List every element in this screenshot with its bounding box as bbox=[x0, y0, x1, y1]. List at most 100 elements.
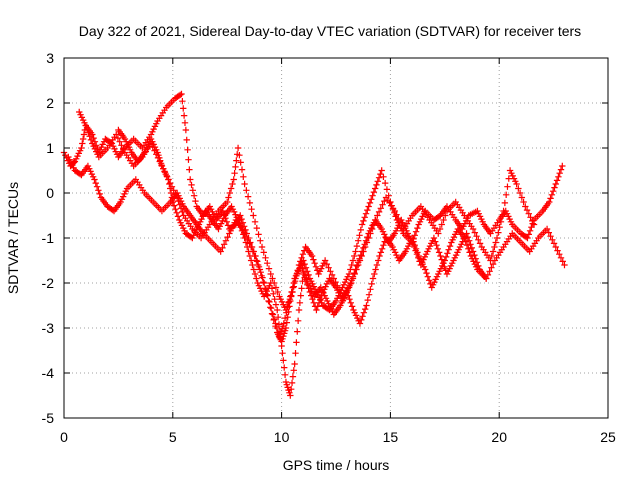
data-point bbox=[271, 296, 278, 303]
data-point bbox=[363, 302, 370, 309]
y-tick-label: 0 bbox=[46, 185, 54, 201]
data-point bbox=[442, 253, 450, 261]
data-point bbox=[352, 248, 359, 255]
data-point bbox=[304, 268, 311, 275]
data-point bbox=[251, 270, 259, 278]
data-point bbox=[440, 216, 447, 224]
data-point bbox=[268, 285, 276, 292]
data-point bbox=[430, 234, 438, 242]
data-point bbox=[304, 281, 311, 288]
data-point bbox=[438, 256, 445, 263]
data-point bbox=[282, 306, 290, 314]
y-tick-label: 1 bbox=[46, 140, 54, 156]
data-point bbox=[276, 328, 284, 335]
data-point bbox=[246, 199, 254, 207]
data-point bbox=[240, 173, 247, 180]
x-axis-label: GPS time / hours bbox=[283, 457, 390, 473]
data-point bbox=[217, 248, 224, 255]
data-point bbox=[165, 176, 172, 183]
data-point bbox=[113, 131, 120, 138]
data-point bbox=[376, 252, 383, 260]
data-point bbox=[365, 203, 372, 210]
data-point bbox=[357, 251, 365, 259]
data-point bbox=[504, 183, 511, 190]
data-point bbox=[549, 188, 557, 195]
data-point bbox=[523, 206, 531, 214]
data-point bbox=[178, 90, 185, 98]
data-point bbox=[302, 278, 310, 285]
y-tick-label: -4 bbox=[42, 365, 55, 381]
data-point bbox=[87, 136, 95, 144]
data-point bbox=[362, 237, 370, 244]
data-point bbox=[364, 233, 371, 241]
data-point bbox=[289, 288, 296, 296]
data-point bbox=[552, 180, 559, 188]
data-point bbox=[290, 367, 297, 374]
data-point bbox=[357, 226, 365, 234]
data-point bbox=[488, 252, 496, 260]
data-point bbox=[175, 197, 182, 205]
data-point bbox=[368, 196, 375, 203]
data-point bbox=[393, 211, 400, 218]
data-point bbox=[371, 185, 379, 192]
data-point bbox=[435, 230, 442, 237]
series-track-1 bbox=[60, 90, 566, 341]
data-point bbox=[556, 170, 563, 177]
data-point bbox=[383, 186, 391, 193]
data-point bbox=[234, 216, 242, 224]
data-point bbox=[254, 261, 262, 269]
data-point bbox=[377, 249, 385, 256]
data-point bbox=[367, 286, 374, 293]
data-point bbox=[267, 305, 275, 312]
data-point bbox=[226, 189, 234, 197]
data-point bbox=[256, 266, 264, 273]
data-point bbox=[238, 166, 246, 173]
data-point bbox=[361, 305, 369, 313]
data-point bbox=[525, 231, 532, 238]
data-point bbox=[351, 269, 358, 277]
data-point bbox=[247, 257, 255, 264]
y-tick-label: -3 bbox=[42, 320, 55, 336]
plot-frame bbox=[63, 57, 609, 419]
data-point bbox=[287, 386, 295, 393]
data-point bbox=[381, 197, 388, 205]
data-point bbox=[284, 303, 291, 310]
data-point bbox=[265, 265, 273, 272]
data-point bbox=[229, 180, 236, 188]
data-point bbox=[281, 364, 288, 371]
data-point bbox=[173, 209, 180, 216]
data-point bbox=[525, 210, 532, 217]
data-point bbox=[174, 213, 182, 220]
data-point bbox=[424, 273, 432, 280]
data-point bbox=[467, 241, 474, 248]
data-point bbox=[361, 214, 368, 221]
data-marks bbox=[60, 90, 568, 399]
data-point bbox=[86, 133, 93, 140]
data-point bbox=[234, 144, 242, 152]
data-point bbox=[238, 227, 246, 234]
data-point bbox=[187, 176, 194, 183]
data-point bbox=[299, 265, 306, 272]
data-point bbox=[554, 247, 561, 254]
x-tick-label: 25 bbox=[600, 429, 616, 445]
data-point bbox=[292, 350, 299, 357]
data-point bbox=[552, 243, 559, 251]
data-point bbox=[179, 98, 186, 105]
data-point bbox=[414, 224, 421, 232]
data-point bbox=[177, 205, 185, 212]
data-point bbox=[379, 201, 386, 208]
data-point bbox=[264, 260, 271, 267]
data-point bbox=[375, 174, 383, 181]
data-point bbox=[475, 236, 482, 243]
data-point bbox=[547, 233, 554, 240]
data-point bbox=[378, 245, 386, 252]
data-point bbox=[293, 272, 300, 279]
data-point bbox=[317, 296, 324, 303]
x-tick-label: 10 bbox=[274, 429, 290, 445]
data-point bbox=[249, 261, 256, 269]
data-point bbox=[254, 258, 261, 265]
data-point bbox=[497, 218, 505, 225]
data-point bbox=[553, 177, 561, 184]
data-point bbox=[284, 314, 291, 321]
data-point bbox=[471, 251, 478, 259]
